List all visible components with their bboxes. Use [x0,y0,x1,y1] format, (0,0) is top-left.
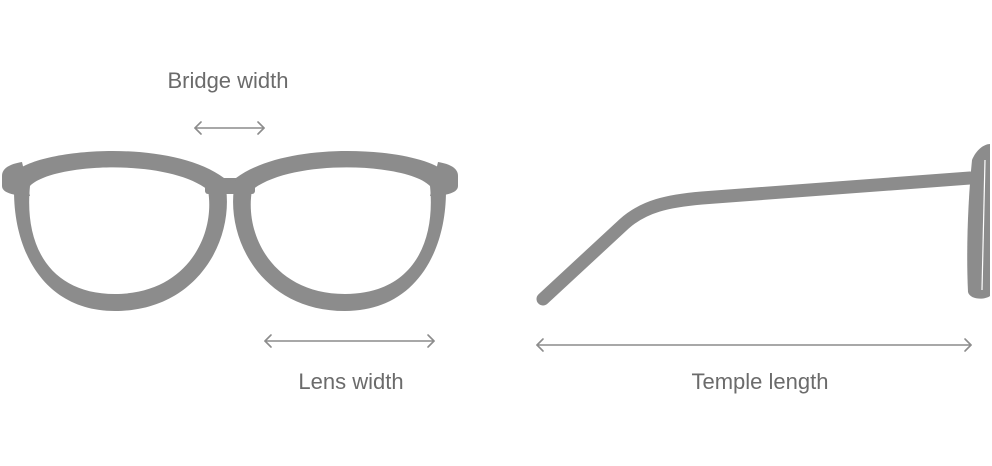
side-view [536,144,990,306]
lens-right [233,150,446,311]
temple-arm [536,171,977,306]
lens-left [14,150,227,311]
lens-width-label: Lens width [298,369,403,394]
lens-arrow [264,334,435,348]
bridge-arrow [194,121,265,135]
frame-front-edge [981,159,986,291]
frame-front-side [967,144,990,299]
front-view [2,150,458,311]
temple-length-label: Temple length [692,369,829,394]
bridge-width-label: Bridge width [167,68,288,93]
temple-arrow [536,338,972,352]
